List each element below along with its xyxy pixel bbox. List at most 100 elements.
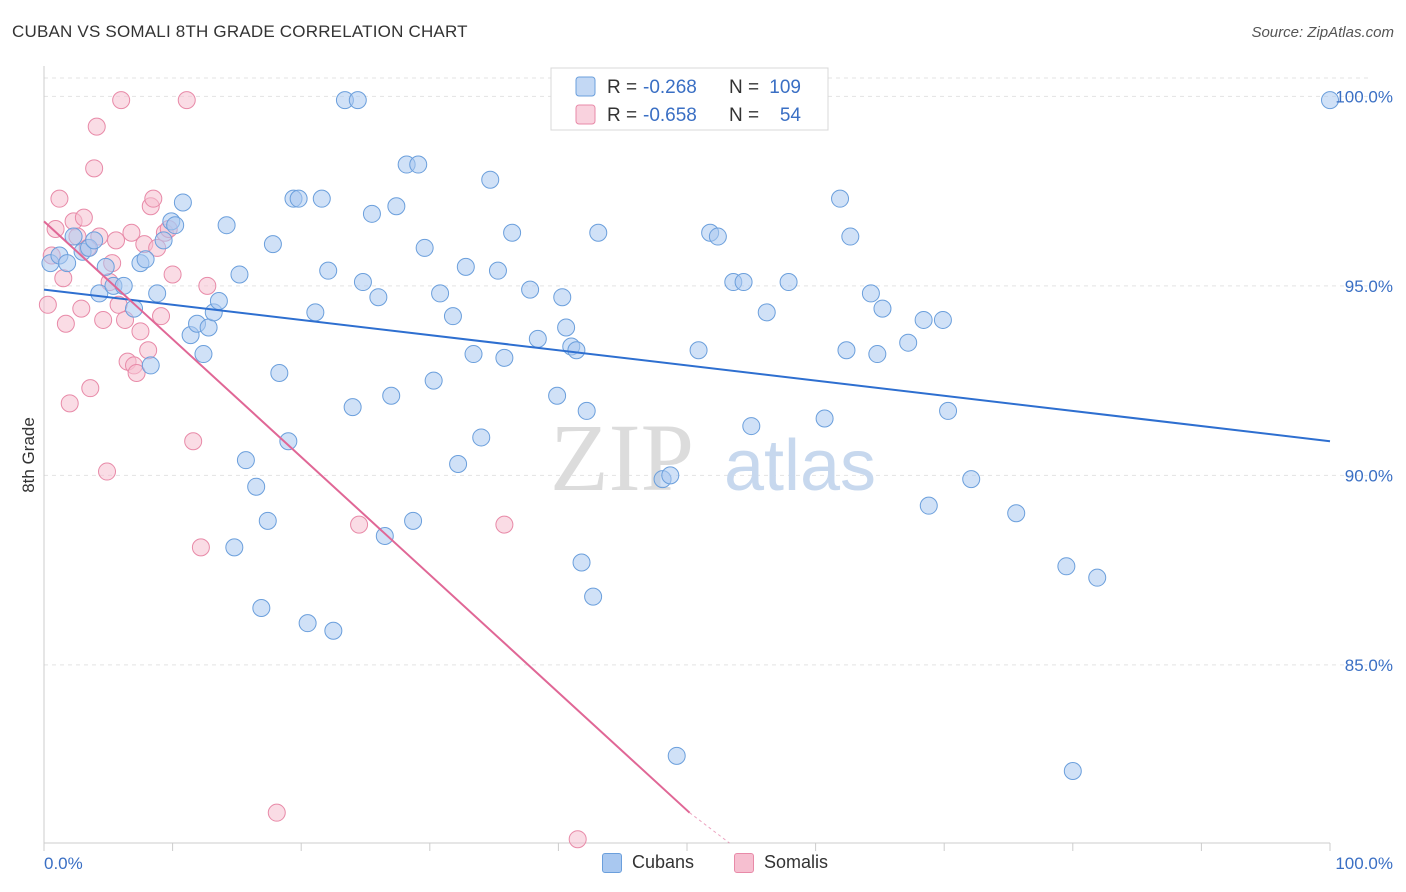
cubans-point-94 — [868, 345, 887, 364]
cubans-point-39 — [306, 303, 325, 322]
cubans-point-70 — [553, 288, 572, 307]
chart-title: CUBAN VS SOMALI 8TH GRADE CORRELATION CH… — [12, 22, 468, 41]
somalis-point-25 — [122, 223, 141, 242]
cubans-point-90 — [831, 189, 850, 208]
watermark-atlas: atlas — [724, 426, 876, 506]
legend-label-cubans: Cubans — [632, 852, 695, 872]
cubans-point-54 — [409, 155, 428, 174]
y-tick-label-2: 90.0% — [1345, 466, 1393, 485]
cubans-point-55 — [415, 238, 434, 257]
cubans-point-97 — [914, 310, 933, 329]
cubans-point-42 — [324, 621, 343, 640]
cubans-point-87 — [757, 303, 776, 322]
cubans-point-49 — [375, 526, 394, 545]
cubans-point-31 — [252, 599, 271, 618]
somalis-point-34 — [152, 307, 171, 326]
cubans-point-95 — [873, 299, 892, 318]
cubans-point-99 — [933, 310, 952, 329]
legend-swatch-0 — [575, 76, 596, 97]
cubans-point-86 — [742, 417, 761, 436]
cubans-point-13 — [136, 250, 155, 269]
y-tick-label-3: 85.0% — [1345, 656, 1393, 675]
somalis-point-5 — [56, 314, 75, 333]
cubans-point-33 — [263, 235, 282, 254]
cubans-point-10 — [114, 276, 133, 295]
legend-item-cubans[interactable]: Cubans — [602, 852, 694, 873]
legend-item-somalis[interactable]: Somalis — [734, 852, 828, 873]
cubans-point-80 — [667, 746, 686, 765]
somalis-point-22 — [112, 91, 131, 110]
cubans-point-77 — [589, 223, 608, 242]
cubans-point-91 — [837, 341, 856, 360]
cubans-point-16 — [154, 231, 173, 250]
cubans-point-53 — [404, 511, 423, 530]
cubans-point-73 — [567, 341, 586, 360]
legend-swatch-1 — [575, 104, 596, 125]
somalis-point-28 — [131, 322, 150, 341]
legend-r-label-0: R = — [607, 77, 637, 98]
cubans-point-14 — [141, 356, 160, 375]
somalis-point-39 — [184, 432, 203, 451]
cubans-trend-line — [43, 288, 1331, 443]
series-somalis-points — [38, 91, 587, 849]
series-cubans-points — [41, 91, 1339, 780]
somalis-point-45 — [568, 830, 587, 849]
cubans-point-44 — [343, 398, 362, 417]
cubans-point-7 — [90, 284, 109, 303]
bottom-legend: Cubans Somalis — [0, 852, 1406, 876]
cubans-point-96 — [899, 333, 918, 352]
somalis-point-43 — [350, 515, 369, 534]
legend-n-value-1: 54 — [780, 105, 802, 126]
legend-n-value-0: 109 — [769, 77, 801, 98]
somalis-point-44 — [495, 515, 514, 534]
cubans-point-46 — [353, 273, 372, 292]
cubans-point-26 — [217, 216, 236, 235]
legend-label-somalis: Somalis — [764, 852, 829, 872]
somalis-point-17 — [98, 462, 117, 481]
cubans-point-3 — [64, 227, 83, 246]
watermark: ZIP atlas — [550, 404, 876, 511]
cubans-point-92 — [841, 227, 860, 246]
cubans-point-71 — [557, 318, 576, 337]
cubans-point-69 — [548, 386, 567, 405]
legend-r-value-0: -0.268 — [643, 77, 697, 98]
stats-legend: R = -0.268 N = 109 R = -0.658 N = 54 — [550, 67, 829, 131]
somalis-point-37 — [163, 265, 182, 284]
somalis-point-16 — [94, 310, 113, 329]
somalis-point-9 — [72, 299, 91, 318]
cubans-point-8 — [96, 257, 115, 276]
somalis-point-42 — [267, 803, 286, 822]
somalis-point-6 — [60, 394, 79, 413]
cubans-point-100 — [939, 401, 958, 420]
cubans-point-48 — [369, 288, 388, 307]
cubans-point-79 — [661, 466, 680, 485]
somalis-point-13 — [85, 159, 104, 178]
cubans-point-40 — [312, 189, 331, 208]
somalis-point-30 — [139, 341, 158, 360]
cubans-point-62 — [472, 428, 491, 447]
cubans-point-30 — [247, 477, 266, 496]
somalis-point-20 — [107, 231, 126, 250]
legend-n-label-0: N = — [729, 77, 759, 98]
cubans-point-15 — [148, 284, 167, 303]
somalis-point-10 — [74, 208, 93, 227]
cubans-point-88 — [779, 273, 798, 292]
somalis-point-40 — [191, 538, 210, 557]
cubans-point-64 — [488, 261, 507, 280]
somalis-point-27 — [127, 364, 146, 383]
cubans-point-66 — [503, 223, 522, 242]
somalis-trend-extension — [689, 812, 730, 844]
cubans-point-25 — [209, 291, 228, 310]
cubans-point-65 — [495, 348, 514, 367]
tick-labels: 100.0% 95.0% 90.0% 85.0% 0.0% 100.0% — [44, 87, 1393, 873]
cubans-point-47 — [362, 204, 381, 223]
cubans-point-6 — [85, 231, 104, 250]
cubans-point-93 — [861, 284, 880, 303]
source-label: Source: ZipAtlas.com — [1251, 24, 1394, 41]
cubans-point-38 — [298, 614, 317, 633]
cubans-point-34 — [270, 364, 289, 383]
somalis-trend-line — [43, 220, 691, 814]
cubans-point-67 — [521, 280, 540, 299]
cubans-point-81 — [689, 341, 708, 360]
